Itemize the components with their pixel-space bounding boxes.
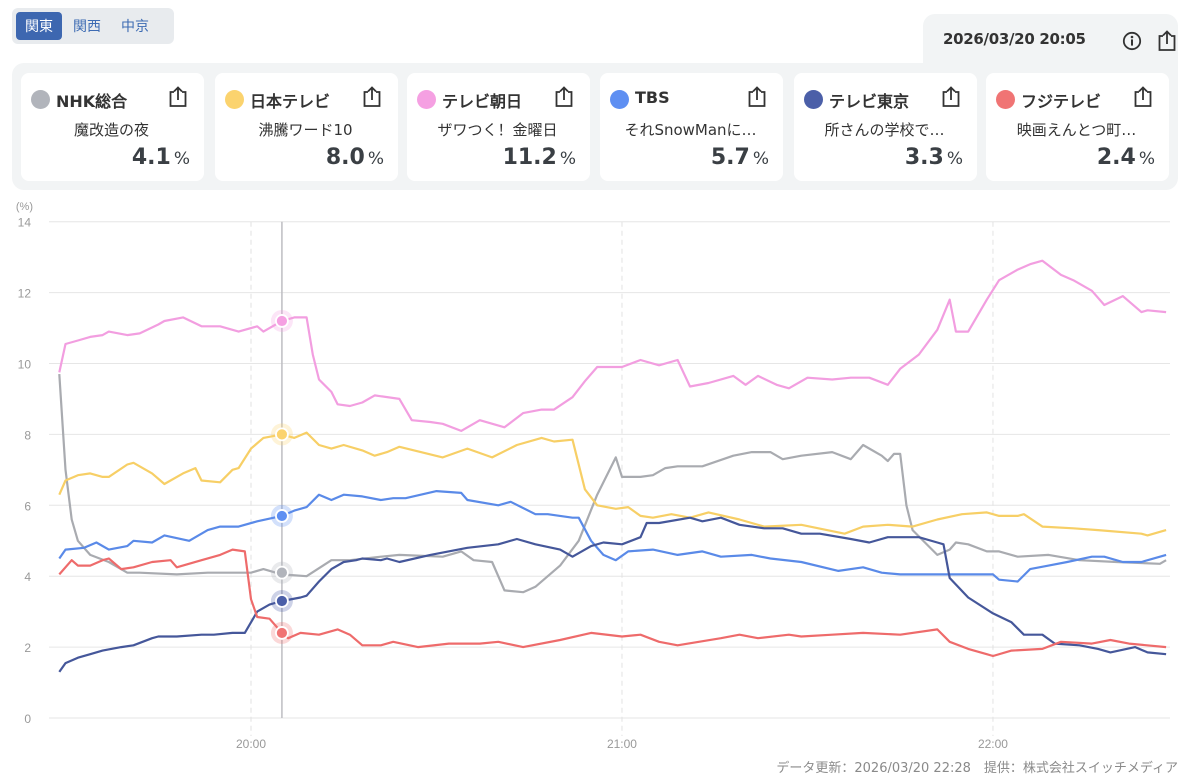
share-export-icon[interactable] <box>1156 30 1178 52</box>
rating-value: 5.7% <box>711 145 769 170</box>
rating-number: 8.0 <box>325 145 365 170</box>
rating-unit: % <box>367 149 384 169</box>
y-tick-label: 8 <box>24 428 31 442</box>
y-axis-unit-label: (%) <box>16 201 33 213</box>
program-title: 魔改造の夜 <box>73 121 149 139</box>
data-source-footer: データ更新：2026/03/20 22:28 提供：株式会社スイッチメディア <box>776 761 1178 776</box>
channel-cards-panel: NHK総合 魔改造の夜 4.1% 日本テレビ 沸騰ワード10 8.0% テレビ朝日 ザワつく！… <box>12 63 1178 190</box>
program-title: それSnowManに… <box>624 121 757 139</box>
rating-unit: % <box>946 149 963 169</box>
channel-color-dot <box>610 90 629 109</box>
cursor-marker <box>275 509 289 523</box>
rating-value: 2.4% <box>1097 145 1155 170</box>
channel-card[interactable]: NHK総合魔改造の夜 4.1% <box>21 73 204 181</box>
channel-card[interactable]: フジテレビ映画えんとつ町… 2.4% <box>986 73 1169 181</box>
channel-name: テレビ東京 <box>829 92 910 111</box>
rating-number: 5.7 <box>710 145 750 170</box>
channel-color-dot <box>31 90 50 109</box>
region-tabs: 関東 関西 中京 <box>12 8 174 44</box>
rating-unit: % <box>173 149 190 169</box>
share-export-icon[interactable] <box>554 86 576 108</box>
rating-number: 4.1 <box>131 145 171 170</box>
channel-card[interactable]: テレビ朝日ザワつく！金曜日 11.2% <box>407 73 590 181</box>
x-tick-label: 21:00 <box>607 737 637 751</box>
rating-number: 3.3 <box>904 145 944 170</box>
channel-color-dot <box>225 90 244 109</box>
channel-color-dot <box>996 90 1015 109</box>
channel-name: 日本テレビ <box>250 92 331 111</box>
channel-name: NHK総合 <box>56 92 128 111</box>
y-tick-label: 4 <box>24 570 31 584</box>
x-tick-label: 22:00 <box>978 737 1008 751</box>
y-tick-label: 6 <box>24 499 31 513</box>
share-export-icon[interactable] <box>941 86 963 108</box>
share-export-icon[interactable] <box>747 86 769 108</box>
channel-color-dot <box>804 90 823 109</box>
cursor-marker <box>275 594 289 608</box>
channel-name: TBS <box>635 88 670 107</box>
channel-name: フジテレビ <box>1021 92 1102 111</box>
y-tick-label: 12 <box>18 287 32 301</box>
channel-name: テレビ朝日 <box>442 92 523 111</box>
rating-unit: % <box>559 149 576 169</box>
cursor-marker <box>275 626 289 640</box>
rating-number: 11.2 <box>502 145 557 170</box>
y-tick-label: 10 <box>18 358 32 372</box>
series-line-2 <box>58 259 1167 432</box>
series-line-4 <box>58 516 1167 673</box>
info-icon[interactable] <box>1121 30 1143 52</box>
rating-value: 4.1% <box>132 145 190 170</box>
series-line-3 <box>58 490 1167 583</box>
share-export-icon[interactable] <box>362 86 384 108</box>
channel-card[interactable]: 日本テレビ沸騰ワード10 8.0% <box>215 73 398 181</box>
y-tick-label: 0 <box>24 712 31 726</box>
tab-kansai[interactable]: 関西 <box>73 19 101 35</box>
x-tick-label: 20:00 <box>236 737 266 751</box>
y-tick-label: 14 <box>18 216 32 230</box>
tab-kanto[interactable]: 関東 <box>16 12 62 40</box>
program-title: 映画えんとつ町… <box>1016 121 1137 139</box>
channel-card[interactable]: テレビ東京所さんの学校で… 3.3% <box>794 73 977 181</box>
y-tick-label: 2 <box>24 641 31 655</box>
rating-value: 8.0% <box>326 145 384 170</box>
rating-unit: % <box>752 149 769 169</box>
rating-number: 2.4 <box>1096 145 1136 170</box>
channel-card[interactable]: TBS それSnowManに… 5.7% <box>600 73 783 181</box>
program-title: 沸騰ワード10 <box>258 121 353 139</box>
timestamp: 2026/03/20 20:05 <box>943 30 1086 48</box>
channel-color-dot <box>417 90 436 109</box>
series-line-5 <box>58 548 1167 658</box>
rating-unit: % <box>1138 149 1155 169</box>
program-title: 所さんの学校で… <box>824 121 945 139</box>
ratings-line-chart: 0 2 4 6 8 10 12 14 (%) 20:00 21:00 22:00 <box>16 201 1170 751</box>
cursor-marker <box>275 427 289 442</box>
share-export-icon[interactable] <box>1133 86 1155 108</box>
series-line-0 <box>58 374 1167 594</box>
rating-value: 3.3% <box>905 145 963 170</box>
rating-value: 11.2% <box>503 145 576 170</box>
tab-chukyo[interactable]: 中京 <box>121 19 149 35</box>
share-export-icon[interactable] <box>168 86 190 108</box>
series-line-1 <box>58 431 1167 537</box>
program-title: ザワつく！金曜日 <box>437 121 558 139</box>
cursor-marker <box>275 565 289 580</box>
cursor-marker <box>275 314 289 328</box>
